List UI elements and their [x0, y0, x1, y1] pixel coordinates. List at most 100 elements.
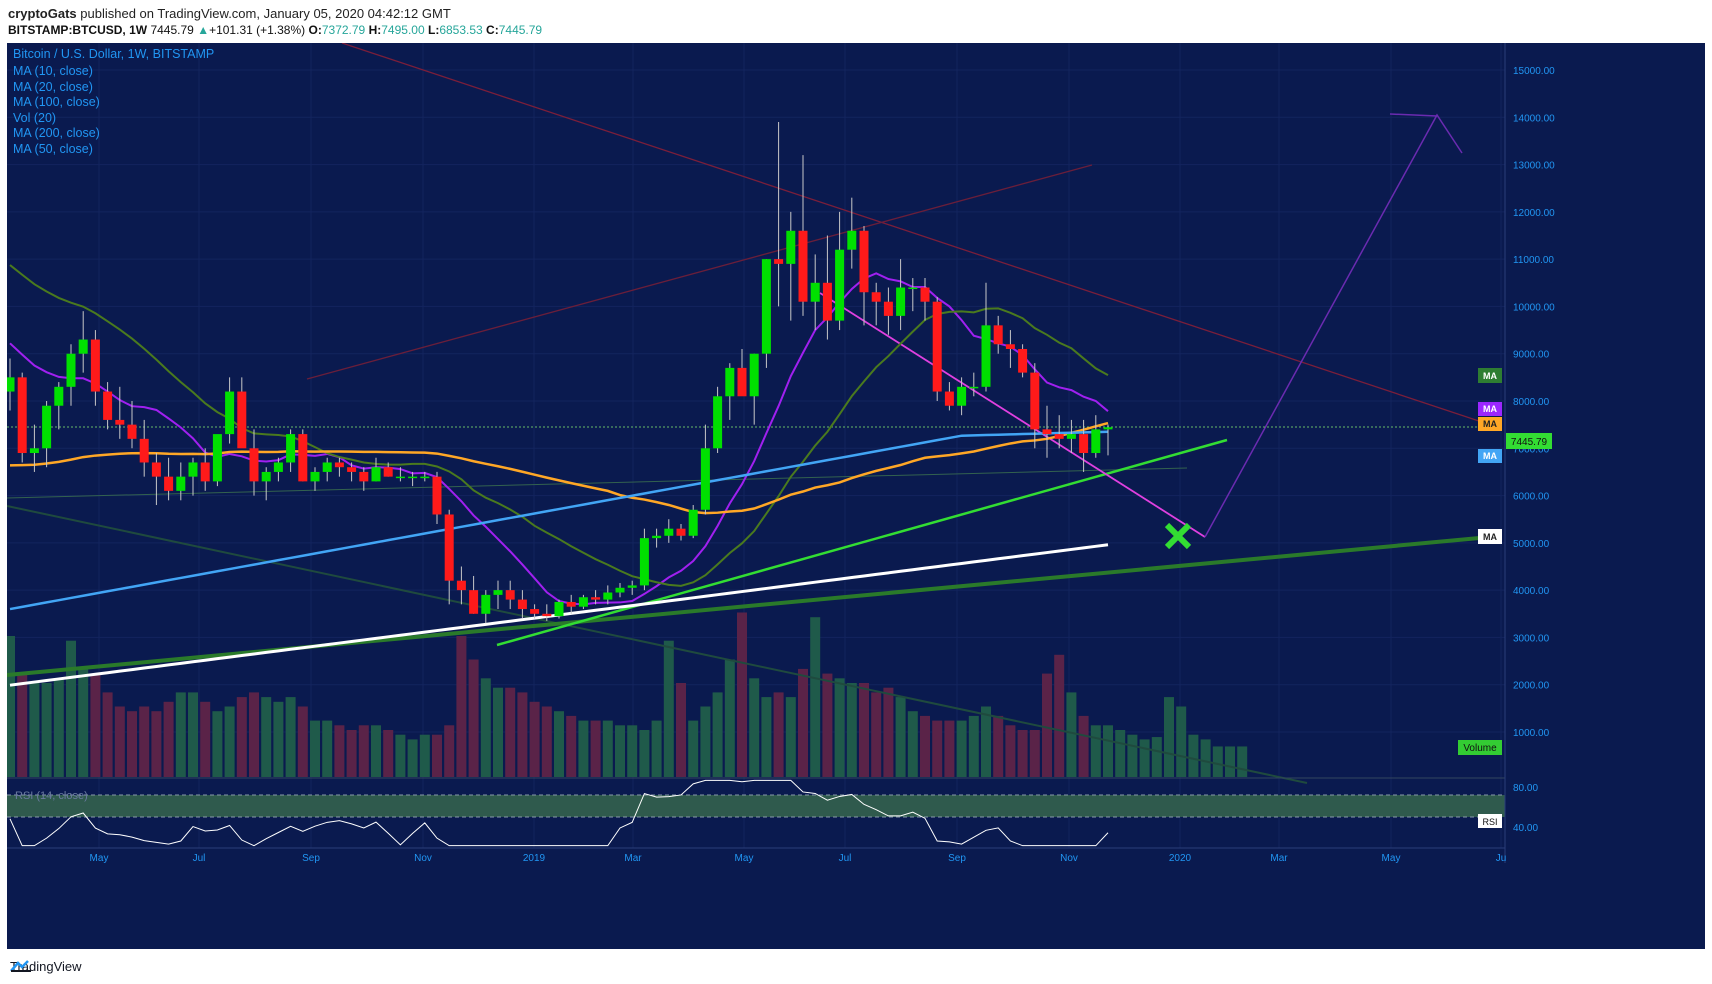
volume-bar — [468, 659, 479, 777]
candle-body — [1018, 348, 1028, 373]
projection-top[interactable] — [1389, 113, 1438, 117]
chart-area[interactable]: RSI (14, close) Bitcoin / U.S. Dollar, 1… — [7, 43, 1705, 949]
candle-body — [578, 597, 588, 607]
volume-bar — [224, 706, 235, 777]
rsi-tick-40: 40.00 — [1513, 823, 1538, 834]
flat-support-line[interactable] — [7, 467, 1188, 499]
low-label: L: — [427, 23, 440, 37]
volume-bar — [968, 715, 979, 777]
candle-body — [530, 609, 540, 614]
chart-header: cryptoGats published on TradingView.com,… — [0, 0, 1712, 42]
candle-body — [225, 391, 235, 435]
legend-ma20[interactable]: MA (20, close) — [13, 80, 93, 94]
candle-body — [115, 419, 125, 425]
candle-body — [188, 462, 198, 477]
candle-body — [505, 590, 515, 600]
projection-path[interactable] — [1204, 113, 1463, 538]
author-name[interactable]: cryptoGats — [8, 6, 77, 21]
volume-bar — [297, 706, 308, 777]
candle-body — [993, 325, 1003, 345]
x-tick-label: Jul — [193, 853, 206, 864]
volume-bar — [846, 683, 857, 777]
candle-body — [969, 386, 979, 389]
candle-body — [151, 462, 161, 477]
long-green-support-line[interactable] — [7, 534, 1502, 677]
x-tick-label: Jul — [839, 853, 852, 864]
open-value: 7372.79 — [321, 23, 366, 37]
volume-bar — [1090, 725, 1101, 777]
candlesticks — [7, 122, 1113, 624]
volume-bar — [627, 725, 638, 777]
candle-body — [676, 528, 686, 536]
y-tick-label: 2000.00 — [1513, 681, 1550, 692]
candle-body — [554, 601, 564, 617]
volume-bar — [480, 678, 491, 777]
descending-resistance-line[interactable] — [341, 43, 1498, 428]
candle-body — [798, 230, 808, 302]
symbol-label[interactable]: BITSTAMP:BTCUSD, 1W — [8, 23, 148, 37]
candle-body — [1042, 429, 1052, 435]
candle-body — [615, 587, 625, 593]
ascending-red-line[interactable] — [306, 164, 1093, 380]
volume-bar — [1225, 746, 1235, 777]
volume-bar — [7, 636, 15, 777]
volume-bar — [1078, 715, 1089, 777]
legend-ma200[interactable]: MA (200, close) — [13, 126, 100, 140]
volume-bar — [956, 720, 967, 777]
volume-bar — [346, 730, 357, 777]
volume-bar — [1200, 739, 1211, 777]
volume-bar — [322, 720, 333, 777]
candle-body — [66, 353, 76, 387]
y-tick-label: 4000.00 — [1513, 586, 1550, 597]
time-axis[interactable]: May Jul Sep Nov 2019 Mar May Jul Sep Nov 2020 Mar Ma… — [7, 847, 1507, 864]
ma-badge-ma50-text: MA — [1483, 419, 1497, 429]
target-x-icon — [1164, 522, 1192, 550]
candle-body — [359, 471, 369, 482]
volume-bar — [798, 668, 808, 777]
legend-ma10[interactable]: MA (10, close) — [13, 64, 93, 78]
volume-bar — [1042, 673, 1052, 777]
candle-body — [481, 594, 491, 614]
candle-body — [822, 282, 832, 321]
x-tick-label: 2020 — [1169, 853, 1192, 864]
candle-body — [395, 476, 405, 479]
legend-vol[interactable]: Vol (20) — [13, 111, 56, 125]
legend-ma50[interactable]: MA (50, close) — [13, 142, 93, 156]
price-axis[interactable]: 1000.00 2000.00 3000.00 4000.00 5000.00 6000.… — [1458, 43, 1705, 949]
volume-bar — [1127, 734, 1138, 777]
volume-bar — [737, 612, 747, 777]
candle-body — [298, 434, 308, 482]
volume-bar — [578, 720, 589, 777]
volume-bar — [541, 706, 552, 777]
change-up-icon: ▲ — [197, 23, 210, 37]
candle-body — [725, 367, 735, 397]
tradingview-brand[interactable]: TradingView — [10, 959, 82, 974]
volume-bar — [41, 683, 52, 777]
rsi-legend: RSI (14, close) — [15, 790, 88, 802]
x-tick-label: May — [90, 853, 109, 864]
last-price-badge-text: 7445.79 — [1511, 437, 1548, 448]
volume-bar — [1151, 737, 1162, 777]
volume-bar — [566, 715, 577, 777]
price-chart[interactable]: RSI (14, close) Bitcoin / U.S. Dollar, 1… — [7, 43, 1705, 949]
legend-ma100[interactable]: MA (100, close) — [13, 95, 100, 109]
ma-badge-ma200 — [1478, 529, 1502, 544]
last-price-badge — [1506, 433, 1552, 449]
magenta-trend-line[interactable] — [819, 292, 1206, 538]
long-descending-line[interactable] — [7, 505, 1308, 784]
volume-bar — [419, 734, 430, 777]
volume-bar — [456, 636, 467, 777]
candle-body — [7, 377, 15, 392]
candle-body — [273, 462, 283, 472]
x-tick-label: Ju — [1496, 853, 1507, 864]
x-tick-label: May — [735, 853, 754, 864]
candle-body — [408, 476, 418, 479]
candle-body — [603, 592, 613, 600]
legend-title[interactable]: Bitcoin / U.S. Dollar, 1W, BITSTAMP — [13, 47, 214, 61]
ma20-line — [9, 264, 1109, 587]
volume-bar — [188, 692, 198, 777]
candle-body — [737, 367, 747, 397]
volume-bar — [432, 734, 442, 777]
volume-bars — [7, 612, 1248, 777]
y-tick-label: 10000.00 — [1513, 302, 1555, 313]
